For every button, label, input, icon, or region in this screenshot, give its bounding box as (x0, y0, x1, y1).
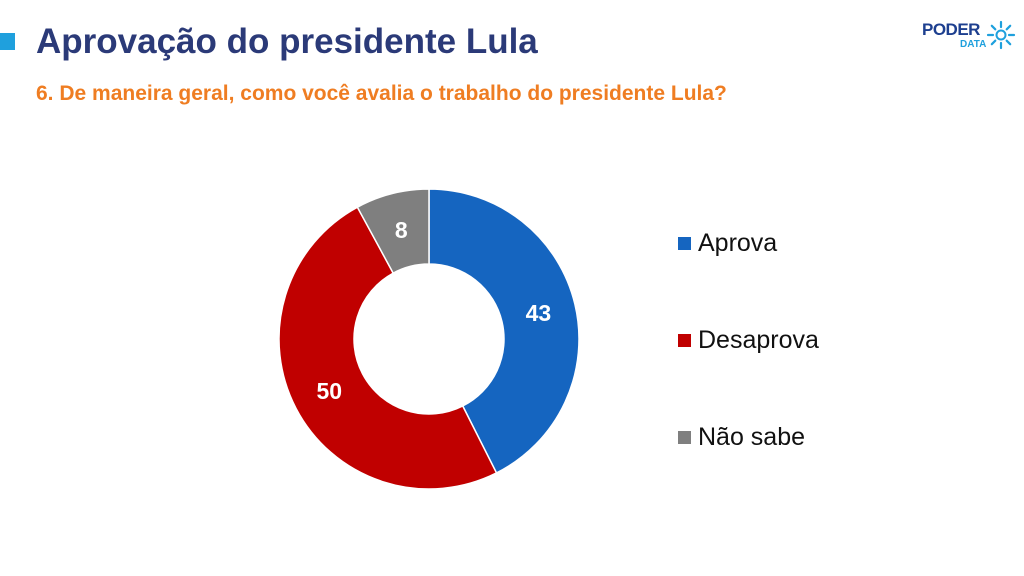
data-label-nao-sabe: 8 (395, 217, 408, 243)
legend-item-desaprova: Desaprova (678, 325, 819, 355)
sunburst-icon (986, 20, 1016, 50)
legend-swatch (678, 333, 691, 347)
logo-sub: DATA (960, 39, 987, 50)
donut-slice-aprova (428, 188, 580, 474)
data-label-desaprova: 50 (317, 378, 343, 404)
legend-item-nao-sabe: Não sabe (678, 422, 805, 452)
legend-label: Desaprova (698, 326, 819, 354)
legend-label: Não sabe (698, 423, 806, 451)
legend-label: Aprova (698, 229, 778, 257)
logo-word: PODER (922, 20, 980, 39)
legend-swatch (678, 236, 691, 250)
question-subtitle: 6. De maneira geral, como você avalia o … (36, 82, 727, 105)
donut-slices (278, 188, 580, 490)
donut-slice-nao-sabe (356, 188, 430, 275)
data-label-aprova: 43 (526, 300, 552, 326)
page-title: Aprovação do presidente Lula (36, 22, 538, 61)
donut-slice-desaprova (278, 206, 498, 490)
legend-swatch (678, 430, 691, 444)
title-marker (0, 33, 15, 50)
legend-item-aprova: Aprova (678, 228, 777, 258)
poderdata-logo: PODER DATA (920, 18, 1020, 58)
donut-data-labels: 43 50 8 (317, 217, 552, 404)
